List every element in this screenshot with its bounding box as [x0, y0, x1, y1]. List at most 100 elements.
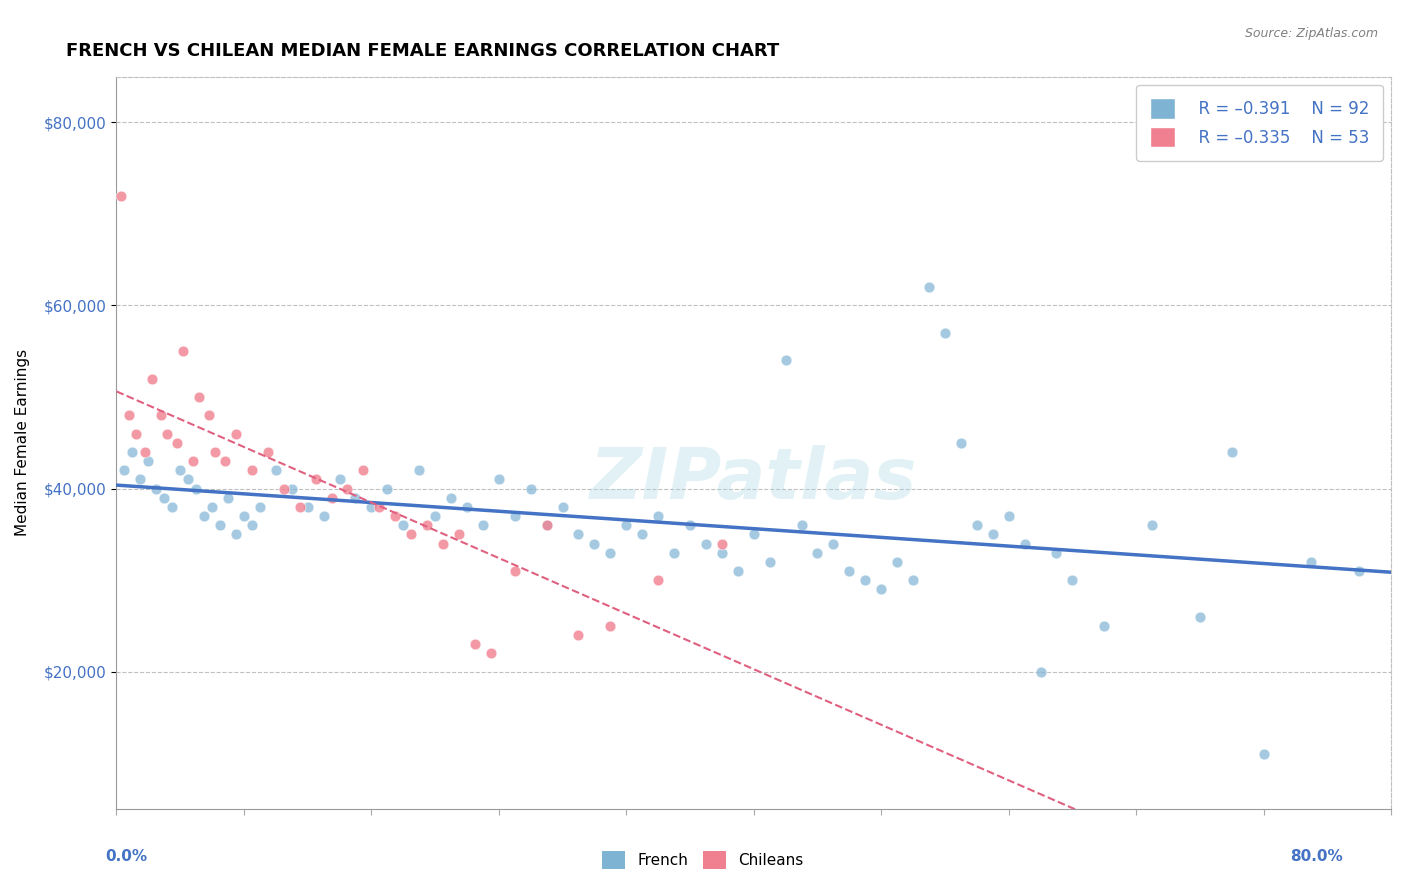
Point [599, 619, 621, 633]
Point [169, 463, 191, 477]
Point [567, 628, 589, 642]
Point [838, 564, 860, 578]
Point [695, 536, 717, 550]
Point [141, 372, 163, 386]
Point [1188, 609, 1211, 624]
Point [1014, 536, 1036, 550]
Point [503, 509, 526, 524]
Point [614, 518, 637, 533]
Point [981, 527, 1004, 541]
Point [328, 472, 350, 486]
Point [240, 463, 263, 477]
Point [479, 646, 502, 660]
Point [177, 472, 200, 486]
Y-axis label: Median Female Earnings: Median Female Earnings [15, 350, 30, 536]
Point [288, 500, 311, 514]
Point [156, 426, 179, 441]
Point [138, 454, 160, 468]
Point [264, 463, 287, 477]
Point [214, 454, 236, 468]
Point [823, 536, 845, 550]
Point [456, 500, 478, 514]
Point [870, 582, 893, 597]
Point [551, 500, 574, 514]
Point [312, 509, 335, 524]
Point [153, 491, 176, 505]
Point [423, 509, 446, 524]
Point [901, 573, 924, 587]
Point [408, 463, 430, 477]
Point [204, 445, 226, 459]
Point [209, 518, 232, 533]
Point [536, 518, 558, 533]
Point [344, 491, 367, 505]
Text: 80.0%: 80.0% [1289, 849, 1343, 863]
Point [503, 564, 526, 578]
Point [118, 409, 141, 423]
Point [198, 409, 221, 423]
Point [336, 482, 359, 496]
Point [134, 445, 156, 459]
Point [519, 482, 541, 496]
Point [583, 536, 606, 550]
Point [647, 509, 669, 524]
Point [225, 527, 247, 541]
Point [121, 445, 143, 459]
Point [727, 564, 749, 578]
Point [217, 491, 239, 505]
Point [742, 527, 765, 541]
Point [488, 472, 510, 486]
Point [647, 573, 669, 587]
Point [384, 509, 406, 524]
Point [464, 637, 486, 651]
Text: FRENCH VS CHILEAN MEDIAN FEMALE EARNINGS CORRELATION CHART: FRENCH VS CHILEAN MEDIAN FEMALE EARNINGS… [66, 42, 779, 60]
Point [918, 280, 941, 294]
Point [150, 409, 173, 423]
Point [806, 546, 828, 560]
Point [440, 491, 463, 505]
Point [997, 509, 1019, 524]
Point [360, 500, 382, 514]
Point [297, 500, 319, 514]
Point [1301, 555, 1323, 569]
Point [225, 426, 247, 441]
Text: 0.0%: 0.0% [105, 849, 148, 863]
Point [181, 454, 204, 468]
Point [416, 518, 439, 533]
Point [1062, 573, 1084, 587]
Point [129, 472, 152, 486]
Point [172, 344, 194, 359]
Point [114, 463, 136, 477]
Point [201, 500, 224, 514]
Point [949, 435, 972, 450]
Point [679, 518, 702, 533]
Point [162, 500, 184, 514]
Point [186, 482, 208, 496]
Point [790, 518, 813, 533]
Point [710, 546, 733, 560]
Point [166, 435, 188, 450]
Point [399, 527, 422, 541]
Point [392, 518, 415, 533]
Point [188, 390, 211, 404]
Point [232, 509, 254, 524]
Point [352, 463, 374, 477]
Point [110, 188, 132, 202]
Point [145, 482, 167, 496]
Point [280, 482, 302, 496]
Point [1092, 619, 1115, 633]
Point [886, 555, 908, 569]
Point [447, 527, 470, 541]
Point [273, 482, 295, 496]
Point [193, 509, 215, 524]
Point [1140, 518, 1163, 533]
Point [567, 527, 589, 541]
Point [710, 536, 733, 550]
Point [775, 353, 797, 368]
Point [432, 536, 454, 550]
Point [304, 472, 326, 486]
Point [375, 482, 398, 496]
Text: ZIPatlas: ZIPatlas [591, 445, 918, 514]
Point [631, 527, 654, 541]
Point [368, 500, 391, 514]
